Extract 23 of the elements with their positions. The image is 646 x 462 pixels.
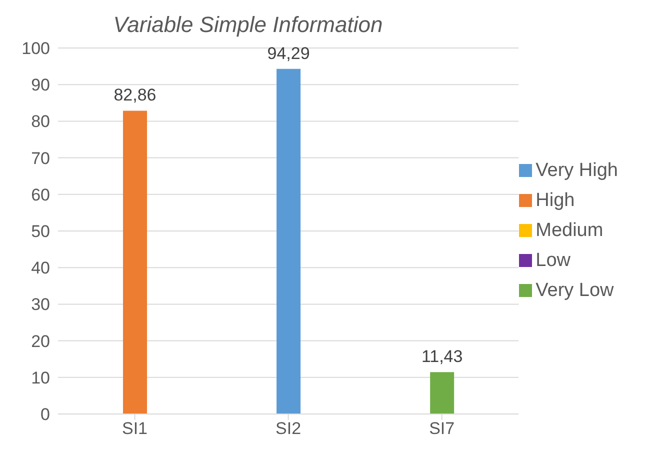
y-tick-label: 50: [31, 222, 50, 242]
legend-label: Very High: [536, 160, 618, 181]
data-label: 11,43: [421, 347, 463, 366]
x-tick-label: SI7: [429, 419, 455, 438]
y-tick-label: 80: [31, 112, 50, 132]
y-tick-label: 90: [31, 76, 50, 95]
x-tick-label: SI1: [122, 419, 148, 438]
x-tick-label: SI2: [276, 419, 302, 438]
y-tick-label: 70: [31, 148, 50, 168]
y-tick-label: 0: [40, 405, 50, 424]
legend-label: Low: [536, 250, 570, 271]
y-tick-label: 60: [31, 185, 50, 204]
y-tick-label: 100: [22, 39, 50, 58]
y-tick-label: 30: [31, 295, 50, 314]
legend-label: Very Low: [536, 280, 614, 301]
chart-title: Variable Simple Information: [112, 12, 384, 38]
legend-label: Medium: [536, 220, 604, 241]
y-tick-label: 10: [31, 368, 50, 388]
data-label: 82,86: [114, 86, 156, 105]
y-tick-label: 20: [31, 332, 50, 351]
y-tick-label: 40: [31, 258, 50, 278]
legend-label: High: [536, 190, 575, 211]
data-label: 94,29: [267, 44, 310, 63]
